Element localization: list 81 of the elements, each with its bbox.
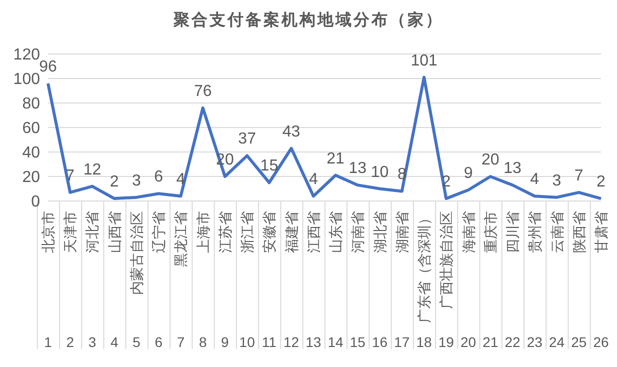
x-tick-label: 甘肃省 [594, 211, 610, 253]
x-tick-label: 天津市 [63, 211, 80, 253]
text: 26 [593, 334, 609, 350]
x-tick-label: 陕西省 [572, 211, 588, 253]
x-tick-label: 黑龙江省 [174, 211, 190, 267]
text: 5 [132, 334, 141, 350]
text: 1 [44, 334, 52, 350]
x-tick-label: 北京市 [41, 211, 57, 253]
x-tick-label: 浙江省 [240, 211, 256, 253]
x-tick-label: 上海市 [196, 211, 212, 253]
text: 7 [176, 334, 185, 350]
data-label: 4 [530, 171, 540, 188]
x-tick-label: 四川省 [506, 211, 522, 253]
text: 17 [394, 334, 410, 350]
text: 24 [548, 334, 565, 350]
text: 12 [284, 334, 300, 350]
x-tick-label: 江西省 [306, 211, 322, 253]
text: 4 [110, 334, 118, 350]
x-tick-label: 海南省 [461, 211, 478, 253]
x-tick-label: 河北省 [85, 211, 102, 253]
data-label: 2 [110, 174, 119, 191]
data-label: 4 [308, 171, 318, 188]
text: 6 [154, 334, 163, 350]
text: 19 [438, 334, 454, 350]
data-label: 3 [132, 172, 142, 190]
data-label: 96 [39, 58, 57, 76]
text: 22 [504, 334, 521, 350]
text: 8 [198, 334, 207, 350]
text: 23 [526, 334, 543, 350]
text: 25 [571, 334, 587, 350]
text: 3 [88, 334, 96, 350]
x-tick-label: 山西省 [107, 211, 124, 253]
data-label: 9 [464, 164, 473, 182]
data-label: 43 [282, 123, 300, 140]
x-tick-label: 广东省（含深圳） [417, 211, 434, 323]
text: 18 [416, 334, 432, 350]
x-tick-label: 湖北省 [372, 211, 389, 253]
x-tick-label: 安徽省 [262, 211, 278, 253]
text: 2 [66, 334, 74, 350]
x-tick-label: 广西壮族自治区 [439, 211, 456, 309]
x-tick-label: 福建省 [284, 211, 300, 253]
data-label: 12 [83, 161, 102, 178]
text: 14 [328, 334, 344, 350]
text: 20 [460, 334, 476, 350]
x-tick-label: 贵州省 [528, 211, 544, 253]
y-tick-label: 0 [31, 194, 40, 211]
y-tick-label: 100 [13, 71, 40, 88]
x-tick-label: 湖南省 [394, 211, 411, 253]
x-tick-label: 河南省 [350, 211, 367, 253]
data-label: 13 [504, 160, 522, 178]
chart-title: 聚合支付备案机构地域分布（家） [172, 10, 444, 31]
x-tick-label: 辽宁省 [152, 211, 168, 253]
data-label: 3 [552, 172, 562, 190]
text: 9 [221, 334, 230, 350]
text: 10 [239, 334, 256, 350]
data-label: 76 [194, 82, 212, 100]
x-tick-label: 江苏省 [218, 211, 234, 253]
text: 15 [350, 334, 366, 350]
y-tick-label: 60 [22, 120, 40, 138]
text: 16 [372, 334, 388, 350]
y-tick-label: 120 [13, 46, 40, 64]
data-label: 2 [596, 174, 606, 191]
data-label: 7 [574, 167, 584, 184]
x-tick-label: 内蒙古自治区 [129, 211, 146, 295]
data-label: 21 [326, 150, 345, 168]
y-tick-label: 80 [22, 96, 40, 113]
x-tick-label: 重庆市 [483, 211, 500, 253]
data-label: 37 [238, 130, 256, 148]
text: 13 [306, 334, 322, 350]
y-tick-label: 40 [22, 144, 40, 162]
data-label: 13 [348, 160, 367, 178]
x-tick-label: 云南省 [550, 211, 566, 253]
text: 11 [262, 334, 277, 350]
data-label: 6 [154, 168, 164, 186]
x-tick-label: 山东省 [328, 211, 345, 253]
data-label: 10 [370, 164, 389, 181]
data-label: 101 [410, 52, 438, 70]
text: 21 [482, 334, 498, 350]
data-label: 20 [482, 152, 500, 168]
y-tick-label: 20 [22, 169, 40, 186]
data-label: 15 [260, 158, 278, 175]
